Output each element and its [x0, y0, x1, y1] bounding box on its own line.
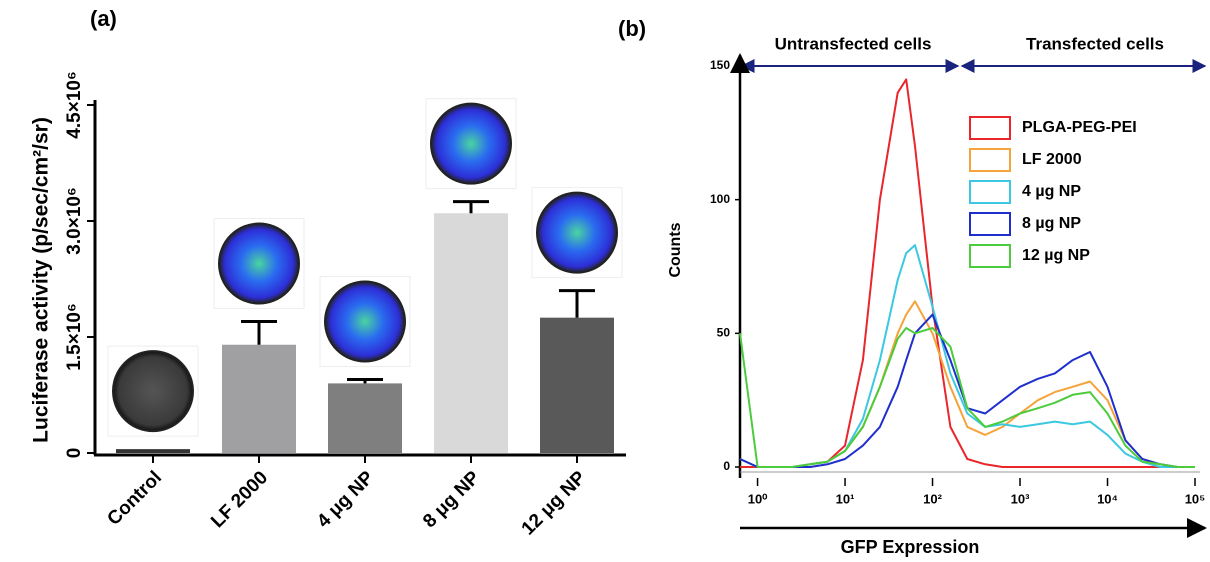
bar	[328, 383, 402, 453]
bar	[116, 449, 190, 453]
histogram-line	[740, 245, 1195, 467]
y-axis-label: Counts	[667, 222, 684, 277]
legend-swatch	[970, 117, 1010, 139]
legend-swatch	[970, 245, 1010, 267]
x-tick-label: 12 μg NP	[518, 467, 591, 540]
legend-label: 12 µg NP	[1022, 247, 1090, 264]
panel-label: (a)	[90, 6, 117, 31]
well	[431, 104, 511, 184]
figure: (a) (b) Luciferase activity (p/sec/cm²/s…	[0, 0, 1210, 562]
error-bar	[241, 322, 277, 345]
well	[325, 282, 405, 362]
bar	[540, 318, 614, 453]
well	[219, 224, 299, 304]
histogram-line	[740, 328, 1195, 467]
legend-label: LF 2000	[1022, 151, 1082, 168]
x-axis-label: GFP Expression	[841, 537, 980, 557]
x-tick-label: 10³	[1011, 491, 1030, 506]
x-tick-label: 10⁰	[748, 491, 768, 506]
x-tick-label: 8 μg NP	[419, 467, 484, 532]
legend-swatch	[970, 213, 1010, 235]
y-tick-label: 150	[710, 58, 730, 72]
error-bar	[453, 202, 489, 214]
histogram-line	[740, 315, 1195, 467]
y-tick-label: 0	[64, 448, 85, 459]
bar	[222, 345, 296, 453]
x-tick-label: 10⁴	[1097, 491, 1118, 506]
legend-swatch	[970, 181, 1010, 203]
y-tick-label: 1.5×10⁶	[64, 303, 85, 370]
y-tick-label: 4.5×10⁶	[64, 71, 85, 138]
x-tick-label: 10⁵	[1185, 491, 1206, 506]
x-tick-label: Control	[103, 467, 166, 530]
legend-label: 4 µg NP	[1022, 183, 1081, 200]
well	[537, 193, 617, 273]
y-axis-label: Luciferase activity (p/sec/cm²/sr)	[30, 117, 53, 443]
legend-label: PLGA-PEG-PEI	[1022, 119, 1137, 136]
annotation: Untransfected cells	[775, 34, 932, 53]
annotation: Transfected cells	[1026, 34, 1164, 53]
y-tick-label: 50	[717, 326, 731, 340]
x-tick-label: 10¹	[836, 491, 855, 506]
well	[113, 351, 193, 431]
y-tick-label: 3.0×10⁶	[64, 187, 85, 254]
panel-label: (b)	[618, 16, 646, 41]
x-tick-label: 10²	[923, 491, 942, 506]
x-tick-label: 4 μg NP	[313, 467, 378, 532]
error-bar	[347, 380, 383, 384]
legend-label: 8 µg NP	[1022, 215, 1081, 232]
x-tick-label: LF 2000	[207, 467, 272, 532]
legend-swatch	[970, 149, 1010, 171]
y-tick-label: 100	[710, 192, 730, 206]
error-bar	[559, 291, 595, 318]
bar	[434, 213, 508, 453]
y-tick-label: 0	[723, 459, 730, 473]
